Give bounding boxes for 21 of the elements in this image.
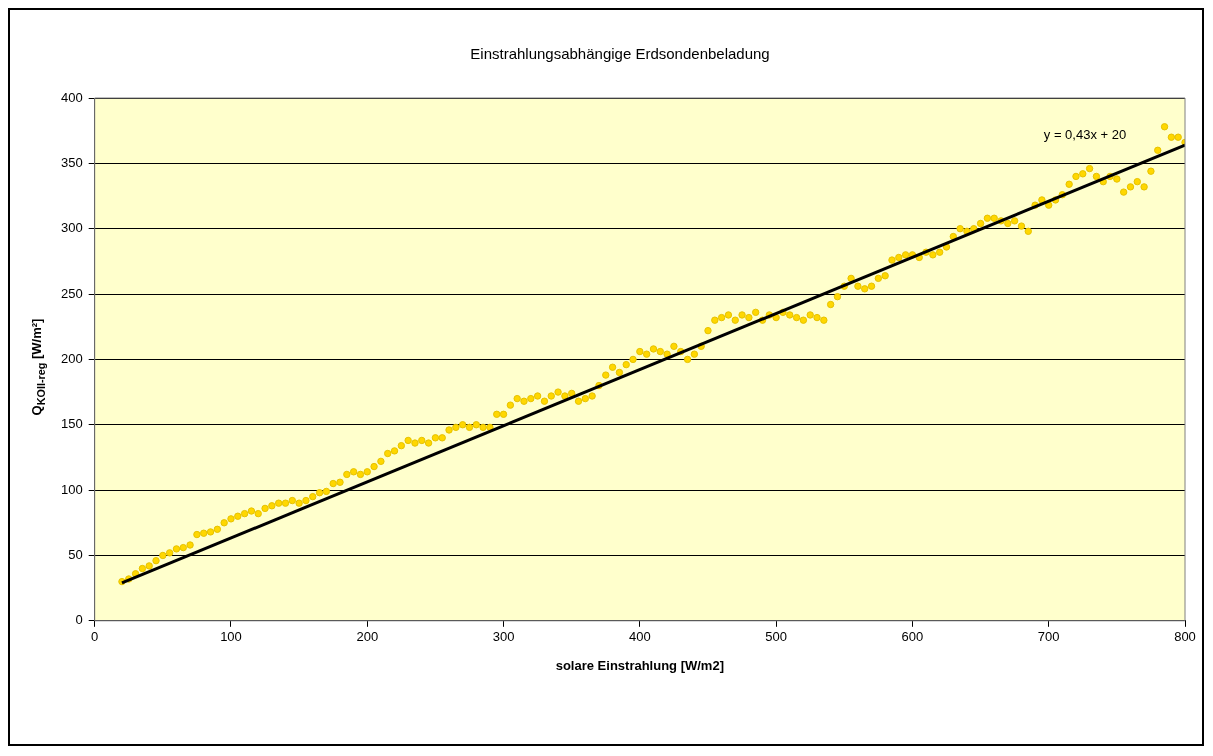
annotation: y = 0,43x + 20 <box>1043 126 1127 142</box>
x-tick-label: 600 <box>901 629 924 645</box>
x-tick-label: 0 <box>91 629 99 645</box>
y-tick-label: 350 <box>60 154 83 170</box>
y-tick-label: 200 <box>60 350 83 366</box>
x-tick-label: 800 <box>1174 629 1196 645</box>
y-tick-label: 150 <box>60 416 83 432</box>
x-axis-title: solare Einstrahlung [W/m2] <box>555 657 724 673</box>
chart-title: Einstrahlungsabhängige Erdsondenbeladung <box>470 45 770 63</box>
x-tick-label: 500 <box>765 629 787 645</box>
y-tick-label: 300 <box>60 220 83 236</box>
x-tick-label: 300 <box>492 629 515 645</box>
y-tick-label: 50 <box>68 547 83 563</box>
x-tick-label: 100 <box>220 629 242 645</box>
x-tick-label: 700 <box>1037 629 1060 645</box>
y-tick-label: 100 <box>60 481 83 497</box>
y-tick-label: 250 <box>60 285 83 301</box>
x-tick-label: 200 <box>356 629 379 645</box>
y-tick-label: 0 <box>75 612 83 628</box>
x-tick-label: 400 <box>628 629 651 645</box>
y-tick-label: 400 <box>60 89 83 105</box>
